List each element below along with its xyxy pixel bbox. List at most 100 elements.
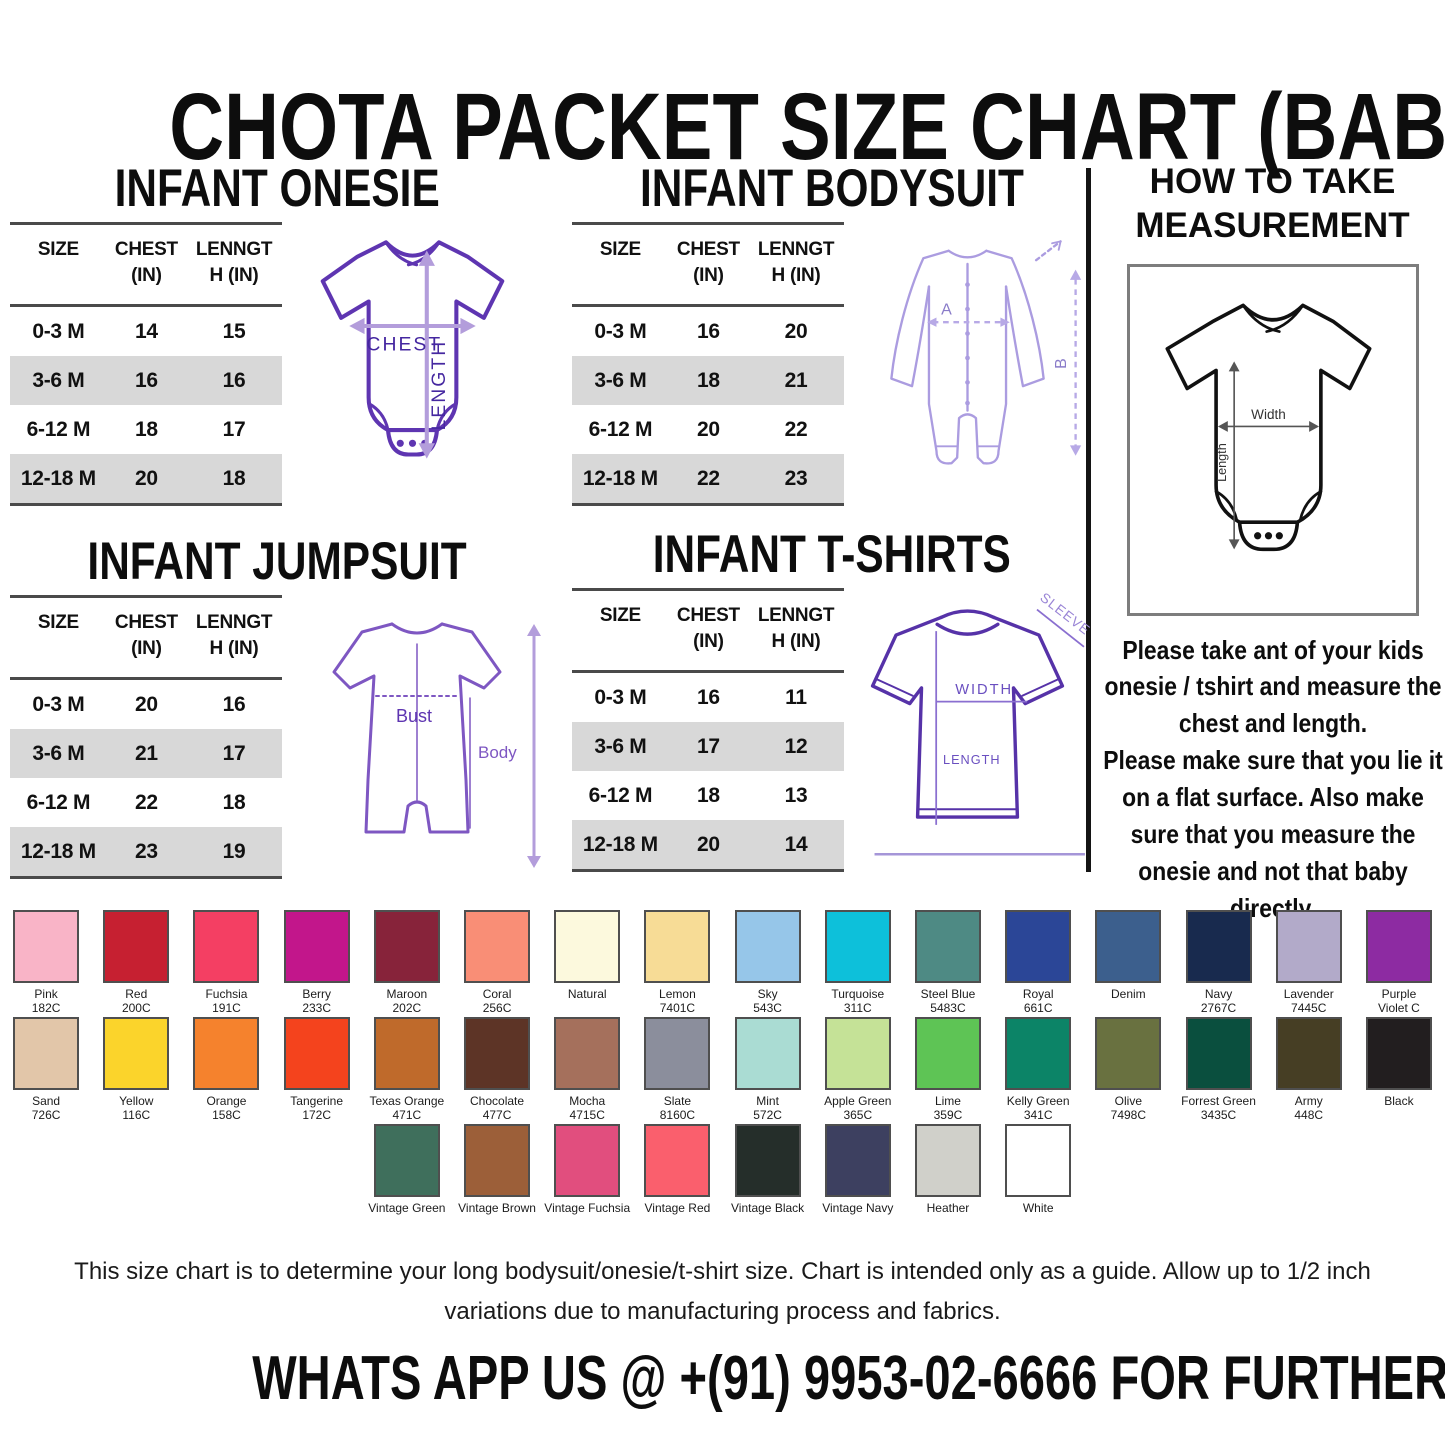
size-cell: 0-3 M [32,692,85,716]
length-label: LENGTH [943,752,1000,767]
color-name: Olive [1114,1093,1143,1108]
color-chip [644,1123,711,1197]
col-chest: CHEST (IN) [114,239,178,286]
width-label: WIDTH [955,682,1013,698]
color-chip [734,1016,801,1090]
bust-label: Bust [396,706,432,726]
color-name: Maroon [386,987,428,1001]
color-chip [1095,1016,1162,1090]
jumpsuit-illustration: Bust Body [292,595,542,885]
col-length: LENNGT H (IN) [757,605,835,652]
chest-cell: 20 [135,466,158,490]
col-length: LENNGT H (IN) [757,239,835,286]
color-name: Pink [34,987,58,1001]
color-swatch: Royal 661C [993,910,1083,1016]
color-name: White [1022,1200,1054,1215]
color-name: Kelly Green [1006,1093,1070,1108]
color-name: Fuchsia [205,987,248,1001]
color-swatch: Vintage Green [362,1123,452,1229]
color-name: Vintage Green [368,1200,446,1215]
chest-cell: 23 [135,839,158,863]
tshirt-size-table: SIZE CHEST (IN) LENNGT H (IN) 0-3 M 16 1… [572,588,844,873]
color-swatch: Lime 359C [903,1016,993,1123]
color-chip [824,1123,891,1197]
color-swatch: Army 448C [1264,1016,1354,1123]
measurement-diagram-frame: Width Length [1126,263,1419,616]
color-chip [1095,910,1162,983]
chest-cell: 16 [697,319,720,343]
color-swatch: Chocolate 477C [452,1016,542,1123]
length-cell: 13 [784,783,808,807]
color-chip [464,910,531,983]
color-name: Coral [482,987,512,1001]
chest-cell: 21 [135,741,158,765]
instruction-paragraph: Please take ant of your kids onesie / ts… [1104,634,1442,739]
col-length: LENNGT H (IN) [195,612,273,659]
color-name: Texas Orange [369,1093,445,1108]
table-row: 12-18 M 20 18 [10,454,282,505]
color-code: 8160C [659,1108,696,1123]
length-cell: 21 [784,368,808,392]
table-row: 3-6 M 18 21 [572,356,844,406]
color-swatch: Apple Green 365C [813,1016,903,1123]
color-name: Royal [1022,987,1054,1001]
color-chip [1185,910,1252,983]
col-chest: CHEST (IN) [114,612,178,659]
length-cell: 20 [784,319,808,343]
length-cell: 17 [222,741,246,765]
color-swatch: Olive 7498C [1083,1016,1173,1123]
color-swatch: Steel Blue 5483C [903,910,993,1016]
color-chip [1275,910,1342,983]
color-code: 365C [843,1108,873,1123]
color-name: Lemon [659,987,696,1001]
measure-b-label: B [1053,358,1070,369]
color-code: 4715C [569,1108,605,1123]
color-chip [644,910,711,983]
color-code: 202C [392,1001,422,1016]
measure-a-label: A [941,302,952,319]
color-code: 116C [122,1108,151,1123]
table-row: 0-3 M 14 15 [10,306,282,357]
length-label: LENGTH [428,340,450,431]
color-chip [193,1016,260,1090]
color-chip [824,1016,891,1090]
length-cell: 12 [784,734,808,758]
color-name: Heather [926,1200,970,1215]
section-title: INFANT ONESIE [114,159,441,218]
disclaimer-line-1: This size chart is to determine your lon… [74,1258,1371,1285]
color-name: Lime [934,1093,961,1108]
chest-cell: 16 [135,368,158,392]
color-chip [373,910,440,983]
color-code: 726C [31,1108,61,1123]
chest-cell: 18 [135,417,158,441]
color-swatch: Vintage Fuchsia [542,1123,632,1229]
color-name: Vintage Brown [458,1200,536,1215]
color-swatch: Mocha 4715C [542,1016,632,1123]
howto-onesie-illustration: Width Length [1164,303,1371,551]
color-chip [1005,910,1072,983]
bodysuit-size-table: SIZE CHEST (IN) LENNGT H (IN) 0-3 M 16 2… [572,222,844,507]
color-swatch: Black [1354,1016,1444,1123]
color-swatch: Heather [903,1123,993,1229]
color-code: 191C [212,1001,241,1016]
chest-label: CHEST [366,333,442,355]
size-cell: 6-12 M [26,417,91,441]
table-row: 6-12 M 18 13 [572,771,844,820]
chest-cell: 22 [697,466,720,490]
col-size: SIZE [37,239,79,260]
swatch-row-3: Vintage Green Vintage Brown Vintage Fuch… [0,1123,1445,1229]
color-swatch: Turquoise 311C [813,910,903,1016]
measurement-instructions: Please take ant of your kids onesie / ts… [1101,632,1445,927]
size-cell: 6-12 M [588,783,653,807]
color-chip [554,910,621,983]
color-chip [1365,910,1432,983]
color-name: Vintage Navy [822,1200,894,1215]
table-header-row: SIZE CHEST (IN) LENNGT H (IN) [10,224,282,306]
chest-cell: 18 [697,783,720,807]
table-row: 3-6 M 16 16 [10,356,282,406]
color-code: 477C [482,1108,512,1123]
section-title: INFANT JUMPSUIT [87,532,468,591]
color-chip [1005,1016,1072,1090]
length-cell: 16 [222,692,246,716]
chest-cell: 20 [135,692,158,716]
